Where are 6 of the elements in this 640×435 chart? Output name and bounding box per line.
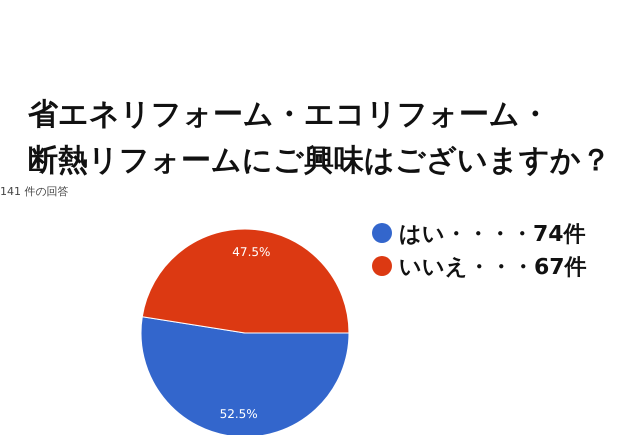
chart-title: 省エネリフォーム・エコリフォーム・断熱リフォームにご興味はございますか？ [28,96,611,180]
data-label: 47.5% [232,245,270,260]
legend-label: はい・・・・74件 [399,222,586,247]
legend-label: いいえ・・・67件 [399,255,587,280]
text: 141 件の回答 [0,184,68,199]
data-label: 52.5% [220,406,258,421]
